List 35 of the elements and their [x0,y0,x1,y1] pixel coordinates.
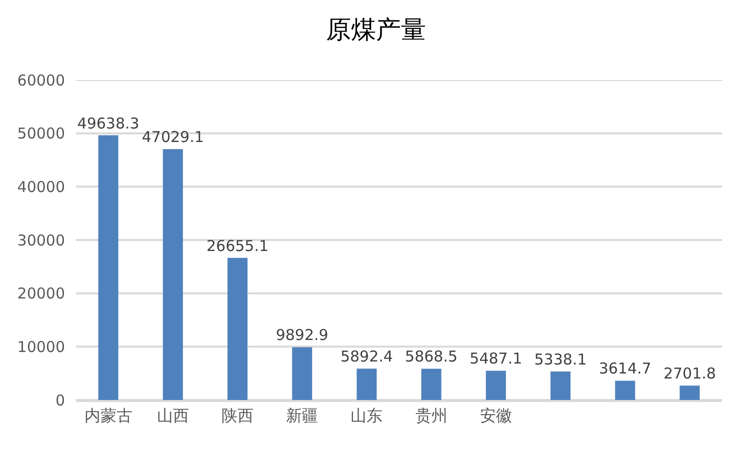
data-label: 5487.1 [470,350,522,368]
x-tick-label: 山东 [350,406,383,426]
x-tick-label: 新疆 [286,406,318,426]
y-tick-label: 10000 [17,338,65,356]
chart-title: 原煤产量 [326,14,426,44]
data-label: 9892.9 [276,326,328,344]
bar [98,135,118,400]
x-tick-label: 陕西 [222,406,254,426]
x-tick-label: 山西 [156,406,189,426]
bar [486,370,506,400]
y-tick-label: 60000 [17,71,65,90]
y-tick-label: 40000 [17,178,65,196]
data-label: 5338.1 [534,350,587,369]
bar [615,380,636,400]
y-tick-label: 50000 [17,124,65,143]
data-label: 47029.1 [142,128,204,146]
y-tick-label: 0 [55,391,65,410]
bar [162,149,183,400]
y-tick-label: 20000 [17,284,65,303]
bar [680,386,700,400]
data-label: 5868.5 [405,348,458,366]
x-tick-label: 贵州 [415,406,448,426]
data-label: 2701.8 [663,364,716,383]
x-tick-label: 安徽 [480,406,512,426]
bar [292,347,312,400]
data-label: 5892.4 [340,348,393,366]
data-label: 26655.1 [206,236,269,255]
data-label: 49638.3 [77,114,140,132]
bar [550,372,571,400]
data-label: 3614.7 [598,360,652,378]
bar [421,368,442,400]
bar [227,258,248,400]
x-tick-label: 内蒙古 [84,406,132,426]
bar [356,368,377,400]
y-tick-label: 30000 [17,231,65,250]
